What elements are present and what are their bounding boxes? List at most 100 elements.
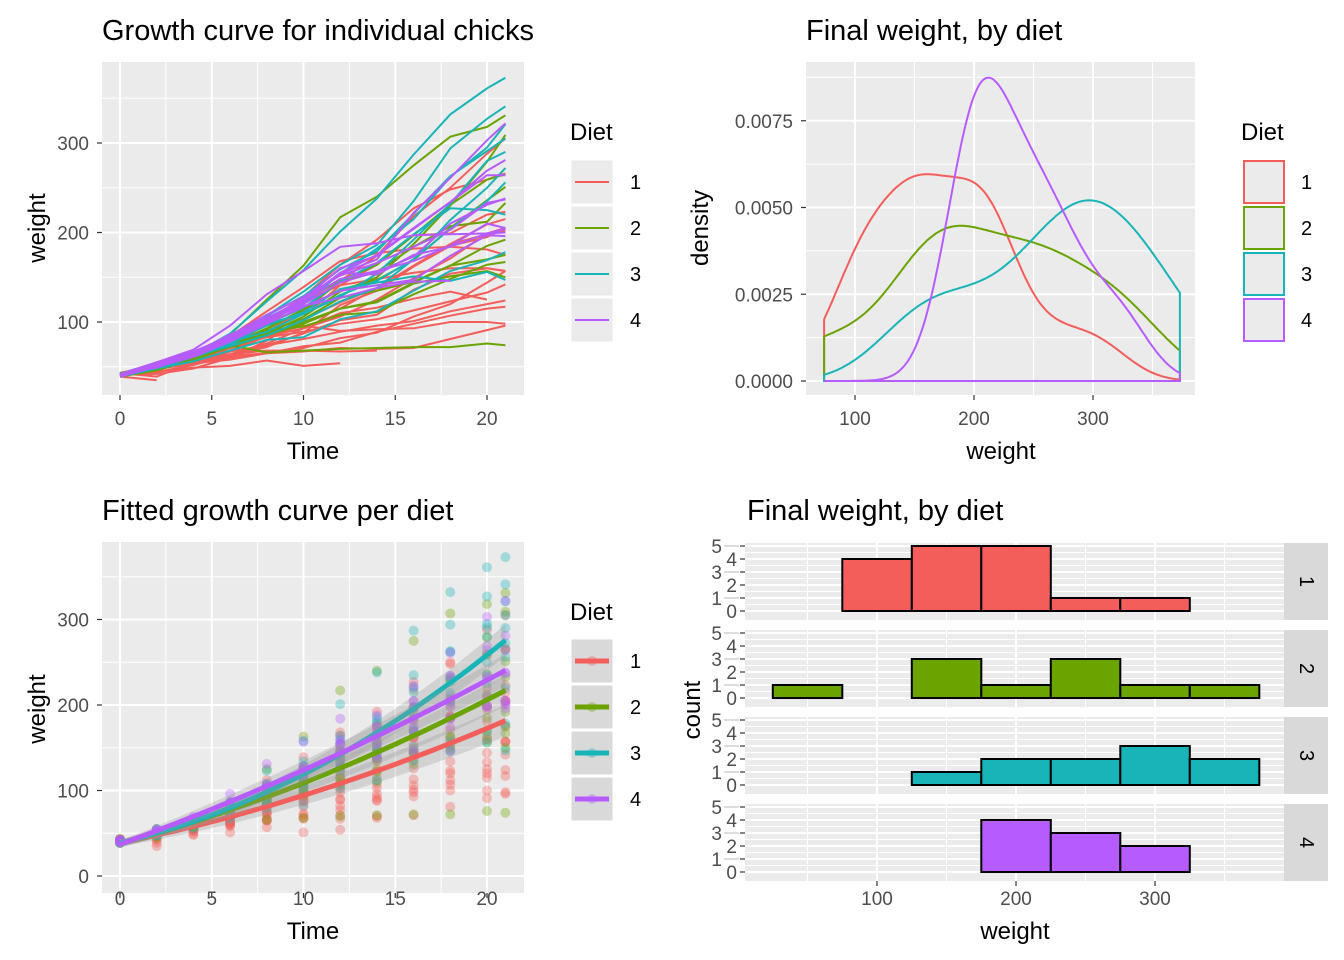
x-tick-label: 10 [293,889,314,910]
point-diet-1 [335,824,346,835]
point-diet-2 [371,810,382,821]
point-diet-2 [335,685,346,696]
point-diet-3 [482,562,492,573]
point-diet-4 [335,741,346,751]
legend-label-1: 1 [630,651,641,673]
point-diet-1 [335,813,346,824]
density-curve-diet-4 [824,76,1181,382]
point-diet-1 [225,818,236,828]
point-diet-3 [261,765,272,776]
x-axis-title: weight [965,438,1036,465]
point-diet-1 [445,765,456,776]
point-diet-3 [482,591,492,602]
point-diet-4 [500,695,511,706]
point-diet-1 [445,768,456,779]
point-diet-3 [500,623,511,633]
y-tick-label: 2 [726,750,737,771]
histogram-bar-diet-1 [910,545,983,612]
point-diet-1 [445,779,456,790]
point-diet-1 [225,827,236,838]
point-diet-1 [335,727,346,738]
point-diet-3 [482,622,492,633]
legend-label-2: 2 [630,218,641,240]
histogram-bar-diet-1 [841,558,913,612]
histogram-bar-diet-1 [1119,597,1191,612]
point-diet-3 [482,737,492,748]
point-diet-1 [445,657,456,668]
chick-line-diet-4 [119,231,506,375]
point-diet-1 [371,755,382,766]
chick-line-diet-4 [119,174,506,376]
histogram-bar-diet-3 [1119,745,1191,786]
point-diet-3 [371,667,382,678]
x-axis-title: Time [287,918,339,945]
legend-title: Diet [570,119,613,146]
point-diet-4 [335,734,346,745]
y-tick-label: 3 [711,737,722,758]
point-diet-4 [335,713,346,724]
histogram-bar-diet-2 [910,658,983,699]
point-diet-1 [445,775,456,786]
x-tick-label: 300 [1139,889,1171,910]
y-tick-label: 0 [726,863,737,884]
x-tick-label: 200 [1000,889,1032,910]
point-diet-3 [335,735,346,746]
x-tick-label: 15 [385,409,406,430]
y-tick-label: 2 [726,837,737,858]
y-tick-label: 1 [711,763,722,784]
histogram-bar-diet-1 [1049,597,1122,612]
point-diet-4 [445,746,456,757]
point-diet-1 [298,808,309,819]
point-diet-3 [445,646,456,657]
point-diet-4 [500,630,511,641]
point-diet-3 [335,739,346,750]
point-diet-4 [500,703,511,714]
y-tick-label: 1 [711,850,722,871]
point-diet-4 [298,736,309,747]
histogram-bar-diet-2 [1049,658,1122,699]
point-diet-1 [500,749,511,760]
point-diet-1 [151,841,162,852]
density-curve-diet-2 [823,224,1181,382]
y-tick-label: 0 [78,867,89,888]
point-diet-4 [500,700,511,710]
point-diet-1 [408,774,419,785]
chick-line-diet-4 [119,198,506,377]
point-diet-1 [298,812,309,823]
y-tick-label: 200 [57,224,89,245]
legend-label-4: 4 [1301,310,1312,332]
point-diet-1 [261,815,272,826]
point-diet-1 [298,752,309,763]
legend-label-4: 4 [630,789,641,811]
chart-title: Growth curve for individual chicks [102,15,534,47]
x-axis-title: weight [979,918,1050,945]
point-diet-3 [298,756,309,767]
legend-key-3 [1243,252,1285,296]
y-tick-label: 2 [726,576,737,597]
y-axis-title: count [679,680,706,739]
point-diet-1 [482,704,492,715]
x-tick-label: 15 [385,889,406,910]
point-diet-4 [445,722,456,733]
point-diet-4 [408,721,419,732]
point-diet-1 [500,698,511,709]
point-diet-1 [335,810,346,821]
point-diet-4 [335,738,346,749]
y-tick-label: 3 [711,650,722,671]
facet-strip-3 [1284,717,1328,794]
point-diet-2 [408,635,419,646]
point-diet-2 [445,608,456,619]
point-diet-2 [482,736,492,747]
point-diet-2 [482,632,492,643]
point-diet-3 [298,735,309,746]
point-diet-2 [445,744,456,755]
point-diet-3 [408,625,419,636]
point-diet-1 [482,734,492,745]
point-diet-4 [445,647,456,658]
point-diet-1 [371,792,382,803]
point-diet-4 [261,759,272,769]
y-tick-label: 4 [726,811,737,832]
point-diet-4 [482,641,492,651]
legend-label-2: 2 [630,697,641,719]
point-diet-1 [188,830,199,840]
